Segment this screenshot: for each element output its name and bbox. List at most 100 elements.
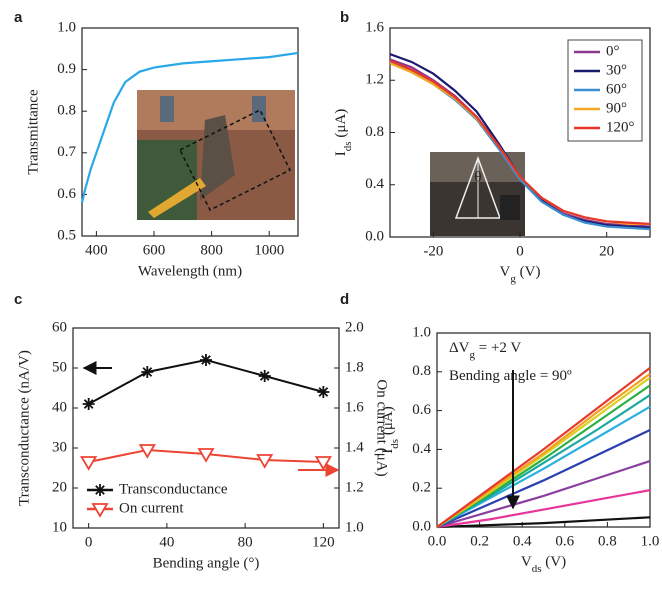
- x-tick-label: 0.8: [598, 533, 617, 549]
- y-axis-label-part: ds: [389, 439, 401, 449]
- data-point: [258, 370, 271, 382]
- y-axis-label-part: I: [333, 151, 349, 156]
- y-axis-label-part: I: [380, 449, 396, 454]
- data-point: [82, 398, 95, 410]
- data-line: [436, 367, 651, 528]
- y-tick-label: 0.5: [57, 227, 76, 243]
- data-line: [436, 405, 651, 528]
- x-tick-label: 0: [516, 243, 524, 259]
- x-axis-label-part: V: [500, 264, 511, 280]
- data-line: [436, 489, 651, 529]
- data-point: [138, 444, 156, 459]
- legend-marker: [94, 484, 106, 496]
- x-tick-label: 20: [599, 243, 614, 259]
- x-axis-label: Vg (V): [500, 264, 541, 284]
- x-axis-label: Wavelength (nm): [138, 263, 242, 279]
- y-tick-label: 0.8: [365, 124, 384, 140]
- y-tick-label: 0.6: [412, 402, 431, 418]
- y-tick-label: 0.8: [57, 103, 76, 119]
- data-line: [436, 429, 651, 529]
- y2-tick-label: 2.0: [345, 319, 364, 335]
- y2-tick-label: 1.0: [345, 519, 364, 535]
- x-axis-label-part: V: [521, 554, 532, 570]
- data-line: [80, 51, 299, 203]
- y-axis-label: Transconductance (nA/V): [16, 350, 32, 506]
- y2-tick-label: 1.8: [345, 359, 364, 375]
- y-tick-label: 1.2: [365, 72, 384, 88]
- x-axis-label: Bending angle (°): [153, 555, 260, 571]
- x-tick-label: 0.0: [428, 533, 447, 549]
- data-point: [200, 354, 212, 366]
- y-tick-label: 0.2: [412, 480, 431, 496]
- y2-tick-label: 1.2: [345, 479, 364, 495]
- legend-label: 30°: [606, 62, 627, 78]
- y2-tick-label: 1.4: [345, 439, 364, 455]
- plot-frame: [81, 27, 299, 237]
- y-tick-label: 30: [52, 439, 67, 455]
- data-point: [317, 386, 330, 398]
- plot-frame: [436, 332, 651, 528]
- x-axis-label-part: ds: [532, 563, 542, 575]
- panel-label: d: [340, 291, 349, 308]
- y-tick-label: 0.4: [365, 176, 384, 192]
- x-tick-label: 1000: [254, 242, 284, 258]
- legend-label: 120°: [606, 119, 635, 135]
- y2-tick-label: 1.6: [345, 399, 364, 415]
- y-axis-label-part: (μA): [380, 406, 396, 439]
- y-tick-label: 0.0: [412, 518, 431, 534]
- y-tick-label: 0.8: [412, 363, 431, 379]
- y-tick-label: 0.6: [57, 186, 76, 202]
- inset-photo: [430, 152, 525, 236]
- y-axis-label: Ids (μA): [333, 109, 353, 156]
- x-tick-label: 0.4: [513, 533, 532, 549]
- data-line: [436, 459, 651, 529]
- x-tick-label: 600: [143, 242, 166, 258]
- panel-label: a: [14, 9, 23, 26]
- y2-axis-label: On current (μA): [374, 379, 390, 476]
- y-axis-label: Ids (μA): [380, 406, 400, 453]
- panel-label: c: [14, 291, 22, 308]
- inset-label: θ: [474, 169, 481, 185]
- x-tick-label: 800: [200, 242, 223, 258]
- x-axis-label-part: g: [510, 273, 516, 285]
- y-tick-label: 50: [52, 359, 67, 375]
- x-tick-label: 40: [159, 534, 174, 550]
- y-tick-label: 1.0: [57, 19, 76, 35]
- y-tick-label: 1.6: [365, 19, 384, 35]
- y-axis-label-part: ds: [342, 141, 354, 151]
- legend-label: 0°: [606, 43, 620, 59]
- x-tick-label: 400: [85, 242, 108, 258]
- y-tick-label: 60: [52, 319, 67, 335]
- plot-frame: [72, 327, 340, 529]
- x-tick-label: 1.0: [641, 533, 660, 549]
- y-axis-label-part: (μA): [333, 109, 349, 142]
- data-point: [141, 366, 154, 378]
- y-tick-label: 20: [52, 479, 67, 495]
- data-point: [197, 448, 215, 463]
- y-tick-label: 0.4: [412, 441, 431, 457]
- x-tick-label: 0: [85, 534, 93, 550]
- x-axis-label-part: (V): [542, 554, 567, 570]
- y-tick-label: 0.7: [57, 144, 76, 160]
- data-line: [436, 516, 651, 529]
- y-tick-label: 0.9: [57, 61, 76, 77]
- x-tick-label: 120: [312, 534, 335, 550]
- y-tick-label: 1.0: [412, 324, 431, 340]
- annotation: ΔVg = +2 V: [449, 340, 521, 360]
- annotation-part: ΔV: [449, 340, 470, 356]
- inset-photo: [137, 90, 295, 220]
- annotation-part: Bending angle = 90º: [449, 368, 572, 384]
- annotation-part: = +2 V: [475, 340, 521, 356]
- panel-label: b: [340, 9, 349, 26]
- y-tick-label: 10: [52, 519, 67, 535]
- data-line: [88, 358, 324, 405]
- annotation: Bending angle = 90º: [449, 368, 572, 384]
- legend-label: 60°: [606, 81, 627, 97]
- data-point: [314, 456, 332, 471]
- y-axis-label: Transmittance: [25, 89, 41, 175]
- data-point: [256, 454, 274, 469]
- x-axis-label: Vds (V): [521, 554, 566, 574]
- x-tick-label: -20: [423, 243, 443, 259]
- annotation-part: g: [469, 349, 475, 361]
